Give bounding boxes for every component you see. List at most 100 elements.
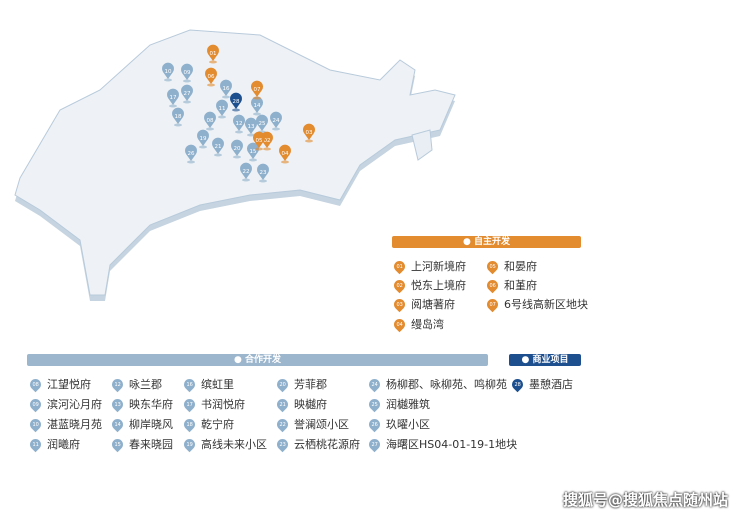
legend-item: 14 柳岸晓风 [109, 416, 173, 432]
svg-text:20: 20 [234, 146, 241, 152]
legend-item: 25 润樾雅筑 [366, 396, 430, 412]
map-marker-14[interactable]: 14 [251, 96, 263, 116]
map-pin-icon: 17 [181, 396, 198, 412]
map-marker-10[interactable]: 10 [162, 62, 175, 82]
map-pin-icon: 16 [181, 376, 198, 392]
legend-item: 11 润曦府 [27, 436, 80, 452]
map-pin-icon: 03 [391, 296, 408, 312]
svg-text:10: 10 [165, 69, 172, 75]
svg-text:02: 02 [264, 138, 271, 144]
map-marker-18[interactable]: 18 [172, 107, 185, 127]
svg-text:16: 16 [223, 86, 230, 92]
map-marker-08[interactable]: 08 [204, 111, 216, 131]
legend-item: 19 高线未来小区 [181, 436, 267, 452]
svg-text:18: 18 [175, 114, 182, 120]
map-marker-12[interactable]: 12 [233, 114, 245, 134]
svg-text:05: 05 [256, 138, 263, 144]
project-name: 缤虹里 [201, 378, 234, 391]
map-pin-icon: 05 [484, 258, 501, 274]
map-marker-15[interactable]: 15 [247, 142, 259, 162]
legend-item: 17 书润悦府 [181, 396, 245, 412]
legend-item: 22 誉澜颂小区 [274, 416, 349, 432]
map-marker-21[interactable]: 21 [212, 137, 225, 157]
map-marker-09[interactable]: 09 [181, 63, 193, 83]
map-pin-icon: 14 [109, 416, 126, 432]
legend-item: 13 映东华府 [109, 396, 173, 412]
map-marker-01[interactable]: 01 [207, 44, 219, 64]
legend-item: 04 缦岛湾 [391, 316, 444, 332]
map-pin-icon: 12 [109, 376, 126, 392]
map-pin-icon: 20 [274, 376, 291, 392]
map-pin-icon: 02 [391, 277, 408, 293]
map-marker-05[interactable]: 05 [252, 131, 266, 151]
project-name: 玖曜小区 [386, 418, 430, 431]
project-name: 书润悦府 [201, 398, 245, 411]
svg-text:19: 19 [200, 136, 207, 142]
svg-text:23: 23 [260, 170, 267, 176]
map-pin-icon: 09 [27, 396, 44, 412]
map-marker-23[interactable]: 23 [257, 163, 269, 183]
map-pin-icon: 06 [484, 277, 501, 293]
svg-text:09: 09 [184, 70, 191, 76]
svg-text:17: 17 [170, 95, 177, 101]
map-marker-28[interactable]: 28 [230, 92, 242, 112]
map-pin-icon: 08 [27, 376, 44, 392]
legend-item: 23 云栖桃花源府 [274, 436, 360, 452]
map-marker-20[interactable]: 20 [231, 139, 243, 159]
map-marker-13[interactable]: 13 [245, 117, 257, 137]
project-name: 悦东上境府 [411, 279, 466, 292]
map-pin-icon: 04 [391, 316, 408, 332]
map-pin-icon: 07 [484, 296, 501, 312]
map-marker-07[interactable]: 07 [251, 80, 263, 100]
map-pin-icon: 24 [366, 376, 383, 392]
map-pin-icon: 13 [109, 396, 126, 412]
project-name: 春来晓园 [129, 438, 173, 451]
legend-item: 07 6号线高新区地块 [484, 296, 588, 312]
project-name: 乾宁府 [201, 418, 234, 431]
svg-text:07: 07 [254, 87, 261, 93]
map-marker-06[interactable]: 06 [204, 67, 217, 87]
map-pin-icon: 19 [181, 436, 198, 452]
svg-text:28: 28 [233, 99, 240, 105]
project-name: 润曦府 [47, 438, 80, 451]
legend-item: 24 杨柳郡、咏柳苑、鸣柳苑 [366, 376, 507, 392]
map-pin-icon: 18 [181, 416, 198, 432]
watermark: 搜狐号@搜狐焦点随州站 [562, 491, 728, 509]
project-name: 墨憩酒店 [529, 378, 573, 391]
map-marker-19[interactable]: 19 [197, 129, 210, 149]
commercial-title: 商业项目 [532, 355, 569, 365]
legend-item: 20 芳菲郡 [274, 376, 327, 392]
map-marker-24[interactable]: 24 [270, 111, 282, 131]
svg-text:12: 12 [236, 121, 243, 127]
legend-item: 21 映樾府 [274, 396, 327, 412]
legend-item: 10 湛蓝晓月苑 [27, 416, 102, 432]
svg-text:24: 24 [273, 118, 280, 124]
project-name: 映樾府 [294, 398, 327, 411]
project-name: 杨柳郡、咏柳苑、鸣柳苑 [386, 378, 507, 391]
map-marker-27[interactable]: 27 [181, 84, 193, 104]
map-pin-icon: 15 [109, 436, 126, 452]
project-name: 和晏府 [504, 260, 537, 273]
svg-text:22: 22 [243, 169, 250, 175]
map-marker-26[interactable]: 26 [185, 144, 197, 164]
project-name: 誉澜颂小区 [294, 418, 349, 431]
project-name: 缦岛湾 [411, 318, 444, 331]
svg-text:21: 21 [215, 144, 222, 150]
map-pin-icon: 01 [391, 258, 408, 274]
map-pin-icon: 10 [27, 416, 44, 432]
legend-item: 28 墨憩酒店 [509, 376, 573, 392]
legend-item: 16 缤虹里 [181, 376, 234, 392]
map-marker-16[interactable]: 16 [219, 79, 232, 99]
legend-item: 02 悦东上境府 [391, 277, 466, 293]
map-marker-03[interactable]: 03 [303, 123, 315, 143]
project-name: 湛蓝晓月苑 [47, 418, 102, 431]
svg-text:08: 08 [207, 118, 214, 124]
svg-text:27: 27 [184, 91, 191, 97]
self-dev-title: 自主开发 [473, 237, 510, 247]
map-marker-22[interactable]: 22 [240, 162, 252, 182]
map-marker-17[interactable]: 17 [167, 88, 179, 108]
project-name: 阅塘著府 [411, 298, 455, 311]
map-marker-11[interactable]: 11 [216, 99, 228, 119]
svg-text:25: 25 [259, 121, 266, 127]
map-marker-04[interactable]: 04 [279, 144, 291, 164]
